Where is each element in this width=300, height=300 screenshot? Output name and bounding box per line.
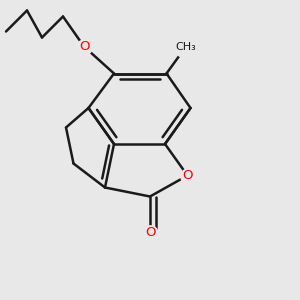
Text: O: O [145,226,155,239]
Text: CH₃: CH₃ [176,41,197,52]
Text: O: O [79,40,89,53]
Text: O: O [182,169,193,182]
